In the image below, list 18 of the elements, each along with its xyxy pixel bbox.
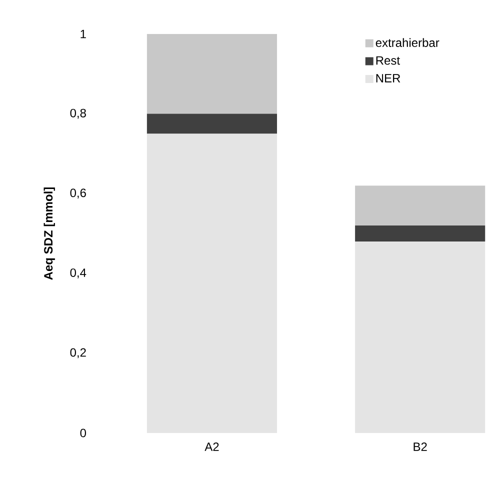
bar [355, 241, 486, 433]
y-tick-label: 0,8 [70, 108, 86, 119]
legend-label: Rest [376, 56, 400, 65]
y-axis-title: Aeq SDZ [mmol] [44, 188, 55, 280]
legend-label: NER [376, 74, 400, 82]
bar [146, 114, 278, 134]
x-tick-label: B2 [414, 442, 427, 451]
y-tick-label: 0,4 [70, 268, 86, 278]
bar [355, 226, 486, 242]
y-tick-label: 0 [80, 428, 86, 438]
y-tick-label: 0,6 [70, 188, 86, 199]
legend-label: extrahierbar [376, 38, 440, 47]
bar [146, 34, 278, 114]
y-tick-label: 0,2 [70, 348, 86, 358]
bar [146, 134, 278, 433]
bar [355, 186, 486, 226]
x-tick-label: A2 [204, 442, 219, 451]
y-tick-label: 1 [80, 30, 86, 38]
